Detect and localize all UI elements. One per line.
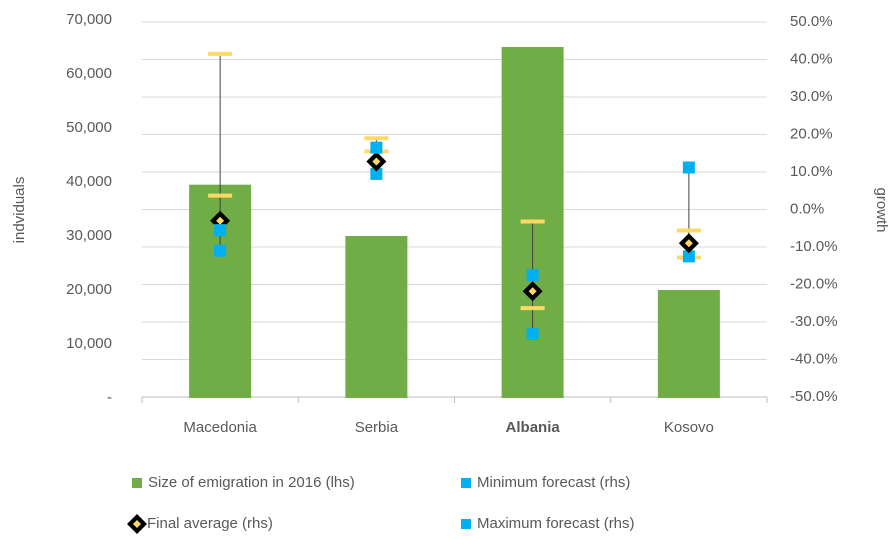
x-tick-label: Macedonia (183, 419, 257, 436)
square-marker (370, 141, 383, 154)
legend-label: Size of emigration in 2016 (lhs) (148, 474, 355, 491)
diamond-inner (528, 287, 537, 296)
diamond-marker (678, 233, 699, 254)
bar (657, 290, 720, 398)
cap (208, 51, 233, 56)
cap (520, 306, 545, 311)
y-tick-label: 20,000 (66, 281, 112, 298)
square-marker (526, 269, 539, 282)
y2-tick-label: 10.0% (790, 163, 833, 180)
diamond-inner (133, 520, 141, 528)
square-marker (370, 167, 383, 180)
diamond-marker (366, 151, 387, 172)
square-marker (214, 224, 227, 237)
cap (208, 193, 233, 198)
legend-marker (461, 478, 471, 488)
legend-label: Minimum forecast (rhs) (477, 474, 630, 491)
y2-tick-label: -20.0% (790, 275, 838, 292)
legend-label: Final average (rhs) (147, 515, 273, 532)
diamond-inner (216, 216, 225, 225)
square-marker (682, 161, 695, 174)
square-marker (682, 250, 695, 263)
y-tick-label: 30,000 (66, 227, 112, 244)
y-tick-label: 50,000 (66, 119, 112, 136)
diamond-inner (684, 239, 693, 248)
y-tick-label: - (107, 389, 112, 406)
y2-tick-label: -30.0% (790, 313, 838, 330)
y2-tick-label: 0.0% (790, 200, 824, 217)
y-tick-label: 10,000 (66, 335, 112, 352)
y2-tick-label: 20.0% (790, 125, 833, 142)
y2-tick-label: -50.0% (790, 388, 838, 405)
y2-tick-label: -40.0% (790, 350, 838, 367)
y-axis-title: indviduals (11, 177, 28, 244)
square-marker (526, 328, 539, 340)
square-marker (214, 244, 227, 257)
cap (676, 228, 701, 233)
y-tick-label: 60,000 (66, 65, 112, 82)
legend-marker (127, 514, 147, 534)
y2-tick-label: 30.0% (790, 88, 833, 105)
y2-axis-title: growth (873, 187, 890, 232)
diamond-marker (522, 281, 543, 302)
x-tick-label: Albania (506, 419, 561, 436)
diamond-inner (372, 157, 381, 166)
y-tick-label: 70,000 (66, 11, 112, 28)
legend-marker (461, 519, 471, 529)
cap (364, 136, 389, 141)
legend-label: Maximum forecast (rhs) (477, 515, 635, 532)
y2-tick-label: 50.0% (790, 13, 833, 30)
x-tick-label: Kosovo (664, 419, 714, 436)
cap (520, 219, 545, 224)
y2-tick-label: 40.0% (790, 50, 833, 67)
bar (345, 236, 408, 398)
y-tick-label: 40,000 (66, 173, 112, 190)
y2-tick-label: -10.0% (790, 238, 838, 255)
legend-marker (132, 478, 142, 488)
x-tick-label: Serbia (355, 419, 399, 436)
